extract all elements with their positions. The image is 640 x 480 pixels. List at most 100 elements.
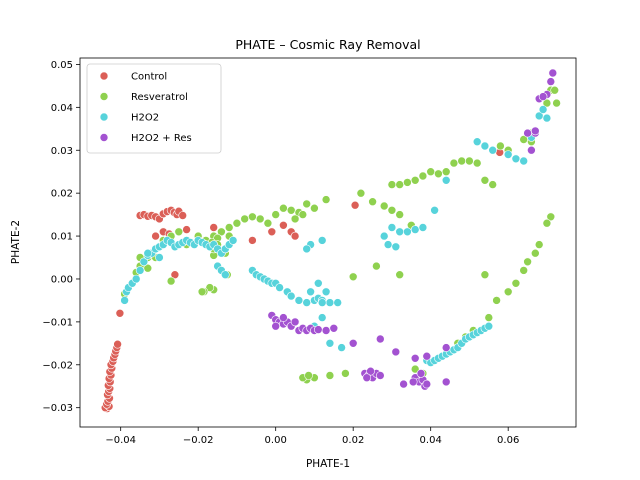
data-point (333, 298, 343, 307)
data-point (480, 270, 490, 280)
data-point (534, 240, 544, 249)
data-point (410, 225, 420, 234)
data-point (120, 296, 129, 305)
data-point (379, 231, 389, 241)
data-point (387, 206, 397, 215)
data-points-layer (100, 68, 561, 413)
data-point (387, 223, 397, 232)
data-point (302, 199, 312, 209)
plot-frame (79, 57, 577, 428)
x-tick-label: 0.06 (497, 435, 519, 446)
data-point (286, 206, 296, 215)
legend-marker (99, 92, 109, 101)
data-point (449, 158, 459, 168)
data-point (484, 321, 494, 331)
data-point (325, 298, 335, 307)
legend-label: Control (131, 72, 167, 83)
data-point (275, 283, 284, 292)
data-point (410, 176, 420, 185)
data-point (457, 156, 467, 166)
legend-marker (99, 71, 109, 81)
data-point (441, 167, 451, 176)
data-point (298, 210, 308, 219)
data-point (379, 201, 389, 211)
data-point (325, 371, 335, 380)
data-point (279, 203, 288, 213)
data-point (410, 364, 420, 374)
data-point (395, 227, 405, 237)
data-point (538, 105, 548, 114)
data-point (488, 145, 498, 155)
data-point (321, 195, 331, 204)
data-point (174, 227, 184, 237)
data-point (113, 339, 122, 349)
legend-label: H2O2 (131, 113, 159, 124)
data-point (418, 171, 428, 181)
data-point (472, 158, 482, 168)
x-tick-label: −0.02 (183, 435, 214, 446)
data-point (480, 141, 490, 151)
data-point (271, 321, 281, 331)
data-point (313, 325, 323, 334)
data-point (135, 266, 145, 275)
data-point (503, 287, 513, 297)
data-point (552, 98, 561, 108)
data-point (511, 154, 521, 164)
data-point (548, 68, 558, 78)
data-point (530, 248, 540, 258)
data-point (302, 244, 312, 254)
y-axis-label: PHATE-2 (10, 220, 22, 264)
data-point (472, 137, 482, 146)
data-point (310, 203, 319, 213)
legend-marker (99, 112, 109, 122)
data-point (139, 257, 149, 267)
data-point (395, 270, 405, 280)
data-point (368, 197, 377, 206)
data-point (337, 343, 346, 352)
data-point (441, 343, 451, 352)
data-point (279, 221, 288, 230)
y-tick-label: 0.02 (51, 189, 73, 200)
x-tick-label: 0.04 (420, 435, 442, 446)
data-point (115, 308, 125, 318)
data-point (170, 270, 180, 280)
legend-marker (99, 133, 109, 142)
data-point (286, 291, 296, 301)
data-point (550, 85, 560, 95)
chart-title: PHATE – Cosmic Ray Removal (235, 37, 420, 52)
data-point (263, 218, 273, 228)
data-point (391, 242, 401, 252)
data-point (302, 298, 312, 307)
legend: Control Resveratrol H2O2 H2O2 + Res (86, 63, 222, 154)
data-point (271, 210, 281, 219)
data-point (391, 347, 401, 357)
data-point (426, 167, 436, 176)
data-point (527, 145, 536, 155)
data-point (496, 141, 505, 151)
data-point (546, 212, 556, 222)
x-tick-label: −0.04 (105, 435, 136, 446)
data-point (484, 313, 494, 322)
data-point (248, 236, 257, 245)
data-point (151, 231, 160, 241)
data-point (416, 369, 426, 378)
data-point (221, 270, 230, 280)
data-point (387, 180, 397, 189)
data-point (422, 351, 432, 361)
data-point (248, 212, 257, 222)
y-axis-ticks: −0.03 −0.02 −0.01 0.00 0.01 0.02 0.03 0.04 0.05 (42, 60, 80, 414)
data-point (224, 223, 234, 232)
data-point (197, 287, 207, 297)
data-point (511, 278, 521, 288)
data-point (422, 379, 432, 389)
data-point (325, 338, 335, 348)
data-point (155, 253, 164, 262)
data-point (348, 338, 358, 348)
data-point (317, 313, 327, 322)
data-point (209, 223, 218, 232)
data-point (375, 334, 385, 344)
data-point (329, 323, 339, 333)
data-point (143, 263, 153, 273)
data-point (434, 169, 443, 179)
